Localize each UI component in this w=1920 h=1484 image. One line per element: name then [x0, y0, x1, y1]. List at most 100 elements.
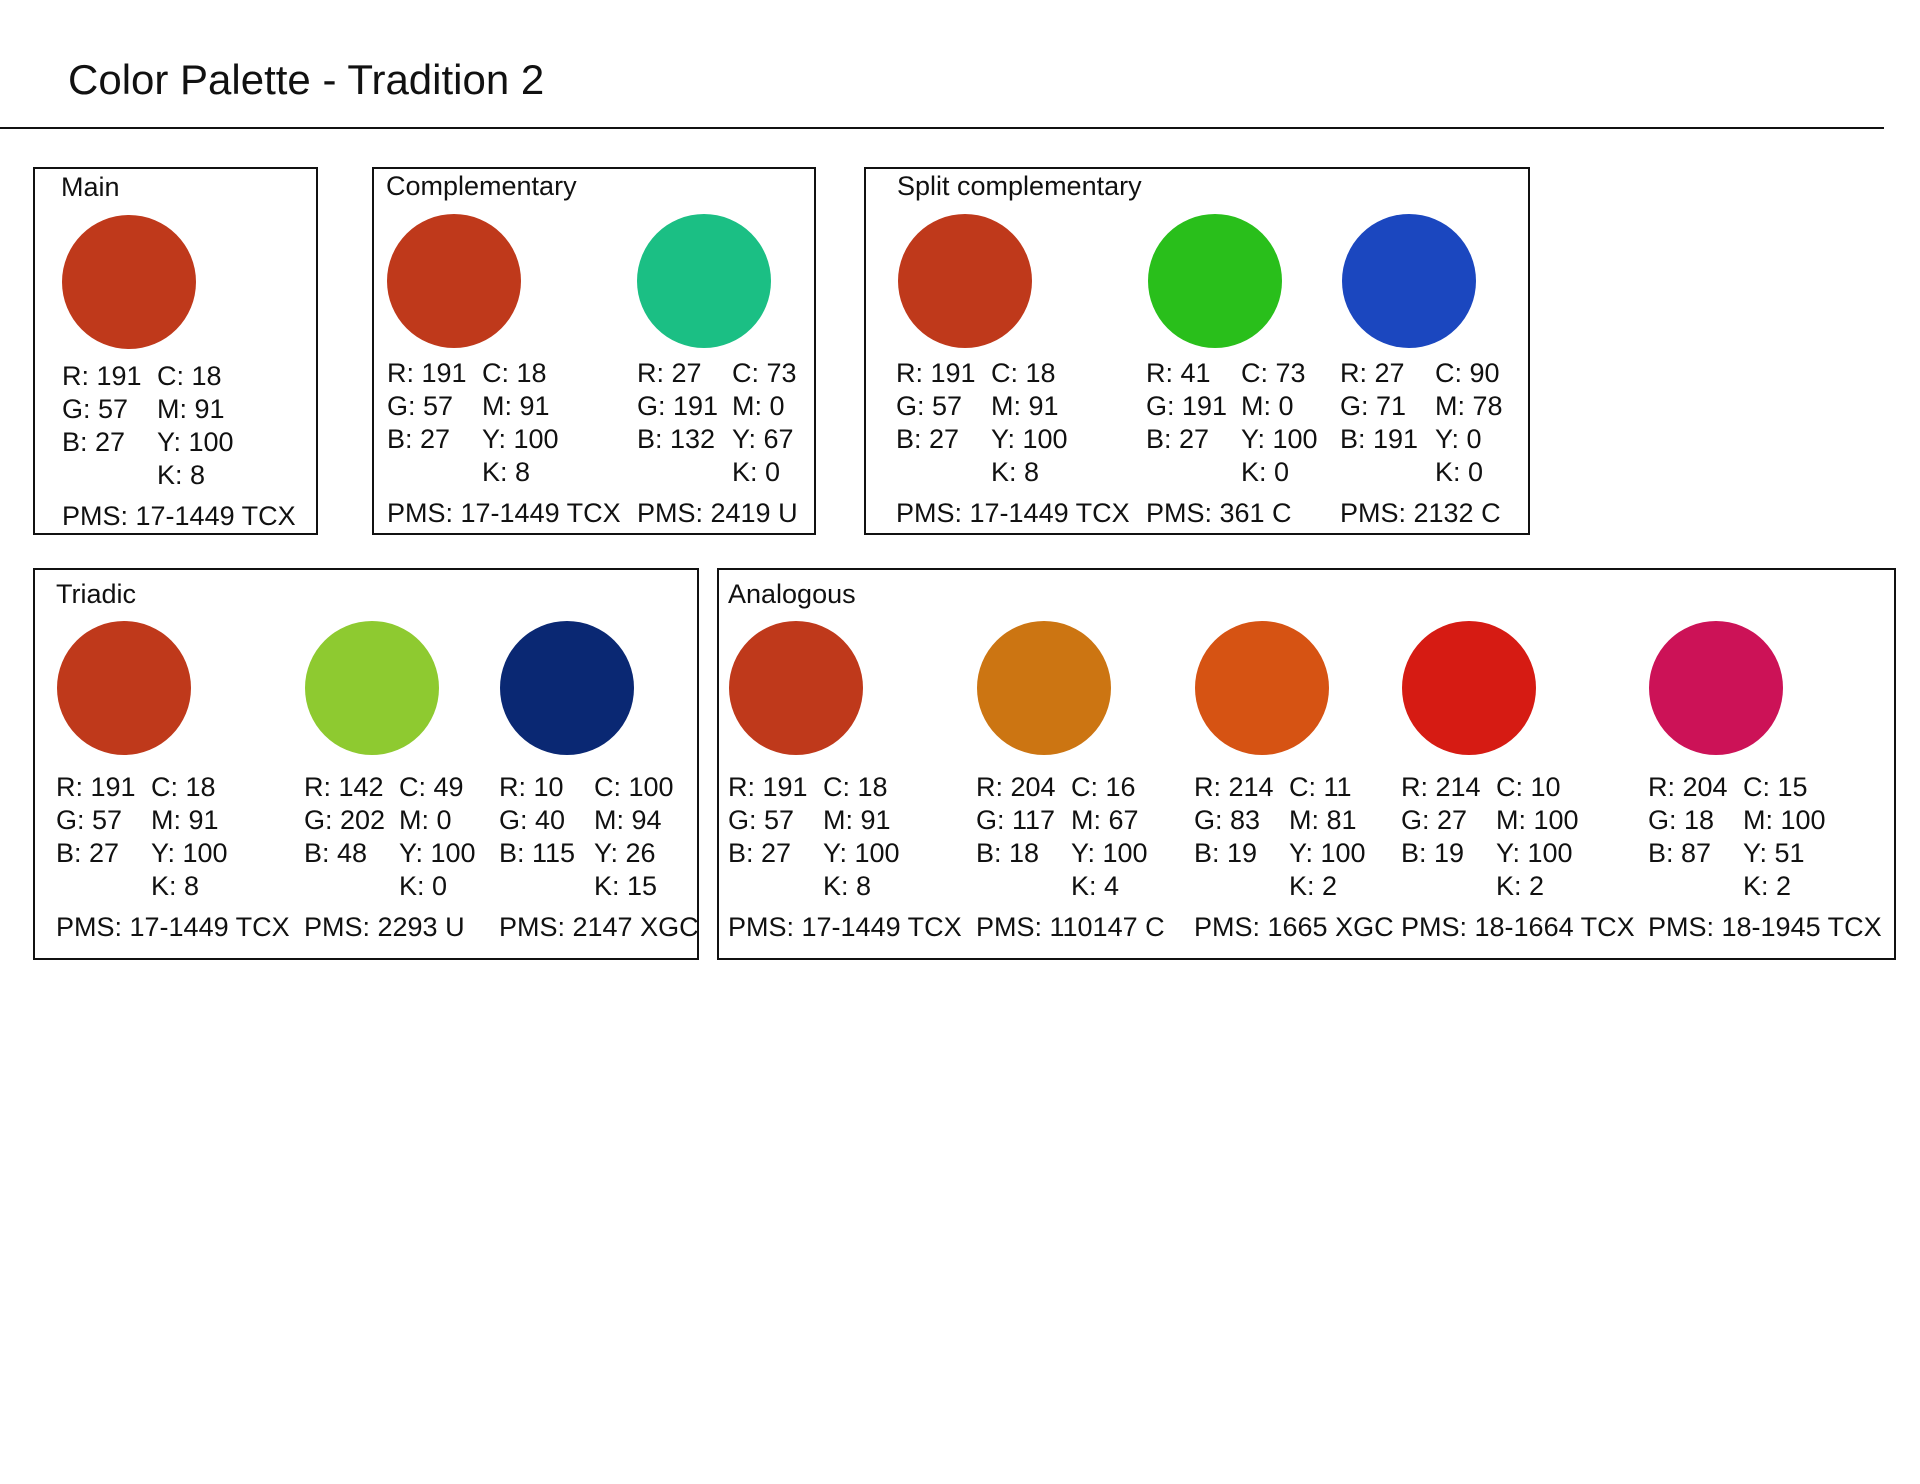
color-values: R: 191 C: 18 G: 57 M: 91 B: 27 Y: 100 K: 8 — [387, 357, 559, 489]
color-values: R: 204 C: 15 G: 18 M: 100 B: 87 Y: 51 K: 2 — [1648, 771, 1826, 903]
rgb-b: B: 19 — [1194, 838, 1258, 868]
cmyk-k: K: 2 — [1496, 871, 1545, 901]
cmyk-c: C: 18 — [157, 361, 222, 391]
rgb-g: G: 191 — [1146, 391, 1228, 421]
rgb-r: R: 191 — [896, 358, 976, 388]
cmyk-y: Y: 100 — [482, 424, 559, 454]
rgb-b: B: 27 — [728, 838, 792, 868]
cmyk-y: Y: 100 — [1071, 838, 1148, 868]
group-main: Main R: 191 C: 18 G: 57 M: 91 B: 27 Y: 100 … — [33, 167, 318, 535]
cmyk-c: C: 18 — [991, 358, 1056, 388]
color-swatch — [729, 621, 863, 755]
rgb-b: B: 132 — [637, 424, 716, 454]
cmyk-y: Y: 100 — [991, 424, 1068, 454]
color-swatch — [1342, 214, 1476, 348]
pms-code: PMS: 18-1664 TCX — [1401, 912, 1635, 942]
color-values: R: 191 C: 18 G: 57 M: 91 B: 27 Y: 100 K: 8 — [896, 357, 1068, 489]
rgb-r: R: 27 — [637, 358, 702, 388]
cmyk-k: K: 0 — [1241, 457, 1290, 487]
cmyk-m: M: 91 — [482, 391, 550, 421]
cmyk-c: C: 73 — [1241, 358, 1306, 388]
group-label: Complementary — [386, 171, 577, 201]
group-triadic: Triadic R: 191 C: 18 G: 57 M: 91 B: 27 Y: 1… — [33, 568, 699, 960]
rgb-r: R: 204 — [976, 772, 1056, 802]
color-swatch — [500, 621, 634, 755]
rgb-g: G: 117 — [976, 805, 1056, 835]
color-values: R: 204 C: 16 G: 117 M: 67 B: 18 Y: 100 K: 4 — [976, 771, 1148, 903]
cmyk-m: M: 0 — [399, 805, 452, 835]
title-divider — [0, 127, 1884, 129]
color-swatch — [1649, 621, 1783, 755]
cmyk-k: K: 0 — [399, 871, 448, 901]
group-split-complementary: Split complementary R: 191 C: 18 G: 57 M: … — [864, 167, 1530, 535]
color-swatch — [57, 621, 191, 755]
cmyk-c: C: 18 — [823, 772, 888, 802]
rgb-b: B: 19 — [1401, 838, 1465, 868]
rgb-g: G: 202 — [304, 805, 386, 835]
cmyk-m: M: 91 — [823, 805, 891, 835]
group-label: Analogous — [728, 579, 856, 609]
pms-code: PMS: 17-1449 TCX — [387, 498, 621, 528]
color-swatch — [637, 214, 771, 348]
rgb-g: G: 57 — [62, 394, 129, 424]
rgb-g: G: 57 — [896, 391, 963, 421]
cmyk-y: Y: 0 — [1435, 424, 1482, 454]
pms-code: PMS: 2147 XGC — [499, 912, 699, 942]
cmyk-k: K: 0 — [732, 457, 781, 487]
cmyk-k: K: 8 — [823, 871, 872, 901]
cmyk-m: M: 0 — [732, 391, 785, 421]
rgb-b: B: 27 — [62, 427, 126, 457]
rgb-g: G: 40 — [499, 805, 566, 835]
rgb-g: G: 57 — [56, 805, 123, 835]
color-values: R: 27 C: 90 G: 71 M: 78 B: 191 Y: 0 K: 0 — [1340, 357, 1503, 489]
cmyk-c: C: 90 — [1435, 358, 1500, 388]
rgb-r: R: 214 — [1401, 772, 1481, 802]
pms-code: PMS: 18-1945 TCX — [1648, 912, 1882, 942]
cmyk-m: M: 100 — [1496, 805, 1579, 835]
pms-code: PMS: 110147 C — [976, 912, 1165, 942]
cmyk-m: M: 91 — [151, 805, 219, 835]
cmyk-c: C: 18 — [482, 358, 547, 388]
cmyk-m: M: 100 — [1743, 805, 1826, 835]
rgb-r: R: 191 — [62, 361, 142, 391]
group-label: Main — [61, 172, 120, 202]
pms-code: PMS: 17-1449 TCX — [728, 912, 962, 942]
color-values: R: 191 C: 18 G: 57 M: 91 B: 27 Y: 100 K: 8 — [728, 771, 900, 903]
group-label: Triadic — [56, 579, 137, 609]
cmyk-y: Y: 26 — [594, 838, 656, 868]
pms-code: PMS: 17-1449 TCX — [56, 912, 290, 942]
group-label: Split complementary — [897, 171, 1142, 201]
pms-code: PMS: 361 C — [1146, 498, 1292, 528]
color-values: R: 142 C: 49 G: 202 M: 0 B: 48 Y: 100 K: 0 — [304, 771, 476, 903]
rgb-b: B: 191 — [1340, 424, 1419, 454]
rgb-g: G: 71 — [1340, 391, 1407, 421]
color-swatch — [977, 621, 1111, 755]
rgb-r: R: 191 — [387, 358, 467, 388]
cmyk-y: Y: 100 — [1289, 838, 1366, 868]
color-swatch — [1148, 214, 1282, 348]
cmyk-k: K: 0 — [1435, 457, 1484, 487]
group-complementary: Complementary R: 191 C: 18 G: 57 M: 91 B: … — [372, 167, 816, 535]
cmyk-y: Y: 100 — [1241, 424, 1318, 454]
cmyk-c: C: 16 — [1071, 772, 1136, 802]
cmyk-k: K: 8 — [151, 871, 200, 901]
rgb-r: R: 10 — [499, 772, 564, 802]
cmyk-k: K: 8 — [482, 457, 531, 487]
cmyk-c: C: 100 — [594, 772, 674, 802]
cmyk-y: Y: 100 — [823, 838, 900, 868]
color-values: R: 10 C: 100 G: 40 M: 94 B: 115 Y: 26 K: 15 — [499, 771, 674, 903]
cmyk-k: K: 8 — [991, 457, 1040, 487]
color-swatch — [62, 215, 196, 349]
cmyk-k: K: 2 — [1743, 871, 1792, 901]
cmyk-m: M: 81 — [1289, 805, 1357, 835]
cmyk-c: C: 49 — [399, 772, 464, 802]
cmyk-c: C: 11 — [1289, 772, 1352, 802]
rgb-r: R: 142 — [304, 772, 384, 802]
cmyk-m: M: 91 — [991, 391, 1059, 421]
color-swatch — [1402, 621, 1536, 755]
pms-code: PMS: 2419 U — [637, 498, 798, 528]
group-analogous: Analogous R: 191 C: 18 G: 57 M: 91 B: 27 Y:… — [717, 568, 1896, 960]
rgb-b: B: 27 — [1146, 424, 1210, 454]
cmyk-y: Y: 67 — [732, 424, 794, 454]
rgb-r: R: 204 — [1648, 772, 1728, 802]
